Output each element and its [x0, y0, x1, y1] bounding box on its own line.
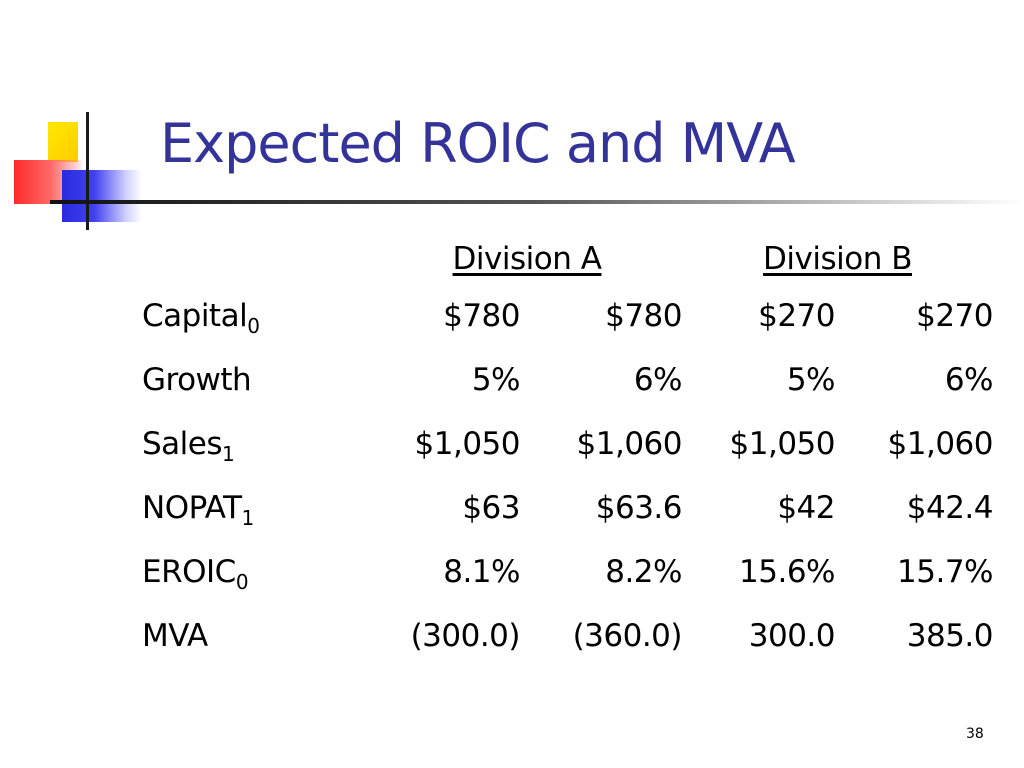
table-row: NOPAT1 $63 $63.6 $42 $42.4	[142, 476, 994, 540]
row-label: MVA	[142, 618, 208, 654]
yellow-square-shape	[48, 122, 78, 162]
data-table: Division A Division B Capital0 $780 $780…	[142, 234, 994, 668]
table-cell: (360.0)	[572, 618, 683, 654]
table-cell: $63	[462, 490, 520, 526]
header-division-b: Division B	[763, 241, 912, 277]
table-cell: $1,050	[729, 426, 836, 462]
vertical-rule	[86, 112, 89, 230]
table-cell: $42.4	[906, 490, 994, 526]
table-row: EROIC0 8.1% 8.2% 15.6% 15.7%	[142, 540, 994, 604]
table-cell: 15.6%	[739, 554, 835, 590]
header-division-a: Division A	[452, 241, 602, 277]
table-cell: 385.0	[906, 618, 994, 654]
table-cell: $1,050	[414, 426, 521, 462]
table-cell: 6%	[633, 362, 683, 398]
table-cell: $780	[443, 298, 520, 334]
table-cell: 15.7%	[897, 554, 993, 590]
table-row: Capital0 $780 $780 $270 $270	[142, 284, 994, 348]
table-cell: (300.0)	[410, 618, 521, 654]
page-number: 38	[966, 726, 984, 742]
table-cell: $42	[777, 490, 835, 526]
table-row: MVA (300.0) (360.0) 300.0 385.0	[142, 604, 994, 668]
table-cell: $1,060	[576, 426, 683, 462]
header-empty	[142, 234, 372, 284]
table-cell: 6%	[944, 362, 994, 398]
blue-square-shape	[62, 170, 142, 222]
table-cell: $1,060	[887, 426, 994, 462]
table-cell: $780	[605, 298, 682, 334]
table-cell: $270	[758, 298, 835, 334]
table-cell: 8.1%	[443, 554, 520, 590]
table-cell: $270	[916, 298, 993, 334]
row-label: Capital0	[142, 298, 260, 338]
table-cell: 8.2%	[605, 554, 682, 590]
table-cell: 300.0	[748, 618, 836, 654]
title-underline-rule	[50, 200, 1024, 204]
table-cell: $63.6	[595, 490, 683, 526]
table-row: Sales1 $1,050 $1,060 $1,050 $1,060	[142, 412, 994, 476]
table-cell: 5%	[786, 362, 836, 398]
slide-title: Expected ROIC and MVA	[160, 112, 796, 175]
table-header-row: Division A Division B	[142, 234, 993, 284]
slide-logo-decoration	[0, 0, 150, 240]
row-label: Sales1	[142, 426, 235, 466]
row-label: Growth	[142, 362, 252, 398]
row-label: NOPAT1	[142, 490, 254, 530]
table-cell: 5%	[471, 362, 521, 398]
row-label: EROIC0	[142, 554, 249, 594]
table-row: Growth 5% 6% 5% 6%	[142, 348, 994, 412]
